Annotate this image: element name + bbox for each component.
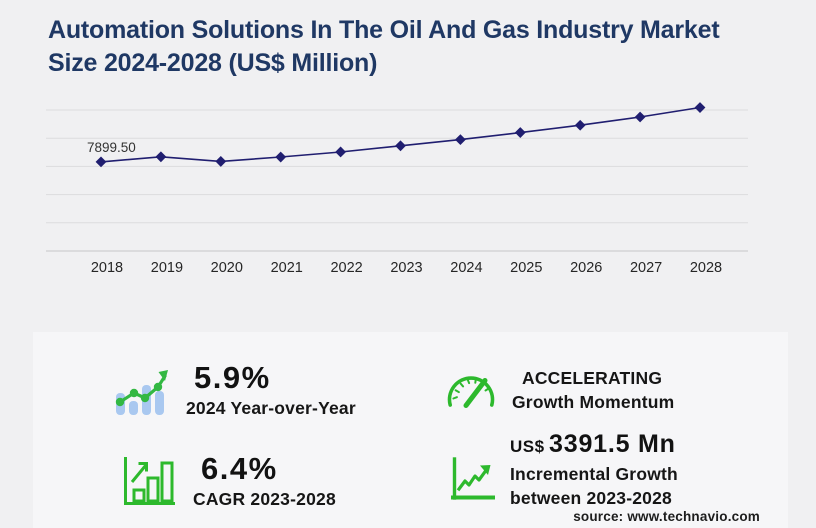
data-point-marker <box>95 156 107 168</box>
growth-momentum-label: Growth Momentum <box>512 392 675 412</box>
stat-card-incremental-growth: US$ 3391.5 Mn Incremental Growth between… <box>450 430 678 510</box>
data-point-marker <box>455 134 466 145</box>
bar-chart-arrow-icon <box>124 457 175 505</box>
x-axis-tick-label: 2023 <box>390 260 422 276</box>
data-point-marker <box>155 151 167 163</box>
incremental-growth-currency: US$ <box>510 437 545 456</box>
data-point-marker <box>395 140 406 152</box>
x-axis-tick-label: 2026 <box>570 260 602 276</box>
stat-card-growth-momentum: ACCELERATING Growth Momentum <box>445 348 674 432</box>
speedometer-icon <box>447 376 495 408</box>
page-title: Automation Solutions In The Oil And Gas … <box>48 14 778 80</box>
x-axis-tick-label: 2025 <box>510 260 542 276</box>
data-point-marker <box>335 146 346 158</box>
incremental-growth-value: 3391.5 Mn <box>549 430 676 458</box>
data-point-marker <box>634 111 646 123</box>
incremental-growth-value-line: US$ 3391.5 Mn <box>510 430 678 462</box>
key-stats-panel: 5.9% 2024 Year-over-Year ACCELERATING Gr… <box>33 332 788 528</box>
stat-card-cagr: 6.4% CAGR 2023-2028 <box>121 440 336 522</box>
incremental-growth-label2: between 2023-2028 <box>510 488 672 508</box>
stat-card-yoy-growth: 5.9% 2024 Year-over-Year <box>112 344 356 436</box>
page-title-line1: Automation Solutions In The Oil And Gas … <box>48 16 720 44</box>
x-axis-tick-label: 2022 <box>330 260 362 276</box>
growth-curve-icon <box>451 457 495 500</box>
x-axis-tick-label: 2021 <box>271 260 303 276</box>
x-axis-tick-label: 2018 <box>91 260 123 276</box>
data-point-label: 7899.50 <box>87 140 136 155</box>
data-point-marker <box>514 127 526 138</box>
yoy-growth-value: 5.9% <box>194 360 271 395</box>
cagr-value: 6.4% <box>201 451 278 486</box>
yoy-growth-label: 2024 Year-over-Year <box>186 398 356 418</box>
data-point-marker <box>215 156 227 167</box>
cagr-label: CAGR 2023-2028 <box>193 489 336 509</box>
x-axis-tick-label: 2019 <box>151 260 183 276</box>
market-size-series-line <box>100 106 701 163</box>
page-title-line2: Size 2024-2028 (US$ Million) <box>48 49 378 77</box>
source-attribution: source: www.technavio.com <box>573 509 760 524</box>
bar-line-growth-icon <box>115 370 168 415</box>
data-point-marker <box>275 151 287 163</box>
x-axis-tick-label: 2020 <box>211 260 243 276</box>
x-axis-tick-label: 2027 <box>630 260 662 276</box>
data-point-marker <box>694 102 706 113</box>
x-axis-tick-label: 2024 <box>450 260 482 276</box>
growth-momentum-value: ACCELERATING <box>522 368 663 388</box>
market-size-line-chart: 2018 2019 2020 2021 2022 2023 2024 2025 2026 2027… <box>46 102 748 276</box>
incremental-growth-label1: Incremental Growth <box>510 464 678 484</box>
data-point-marker <box>574 119 586 131</box>
x-axis-tick-label: 2028 <box>690 260 722 276</box>
